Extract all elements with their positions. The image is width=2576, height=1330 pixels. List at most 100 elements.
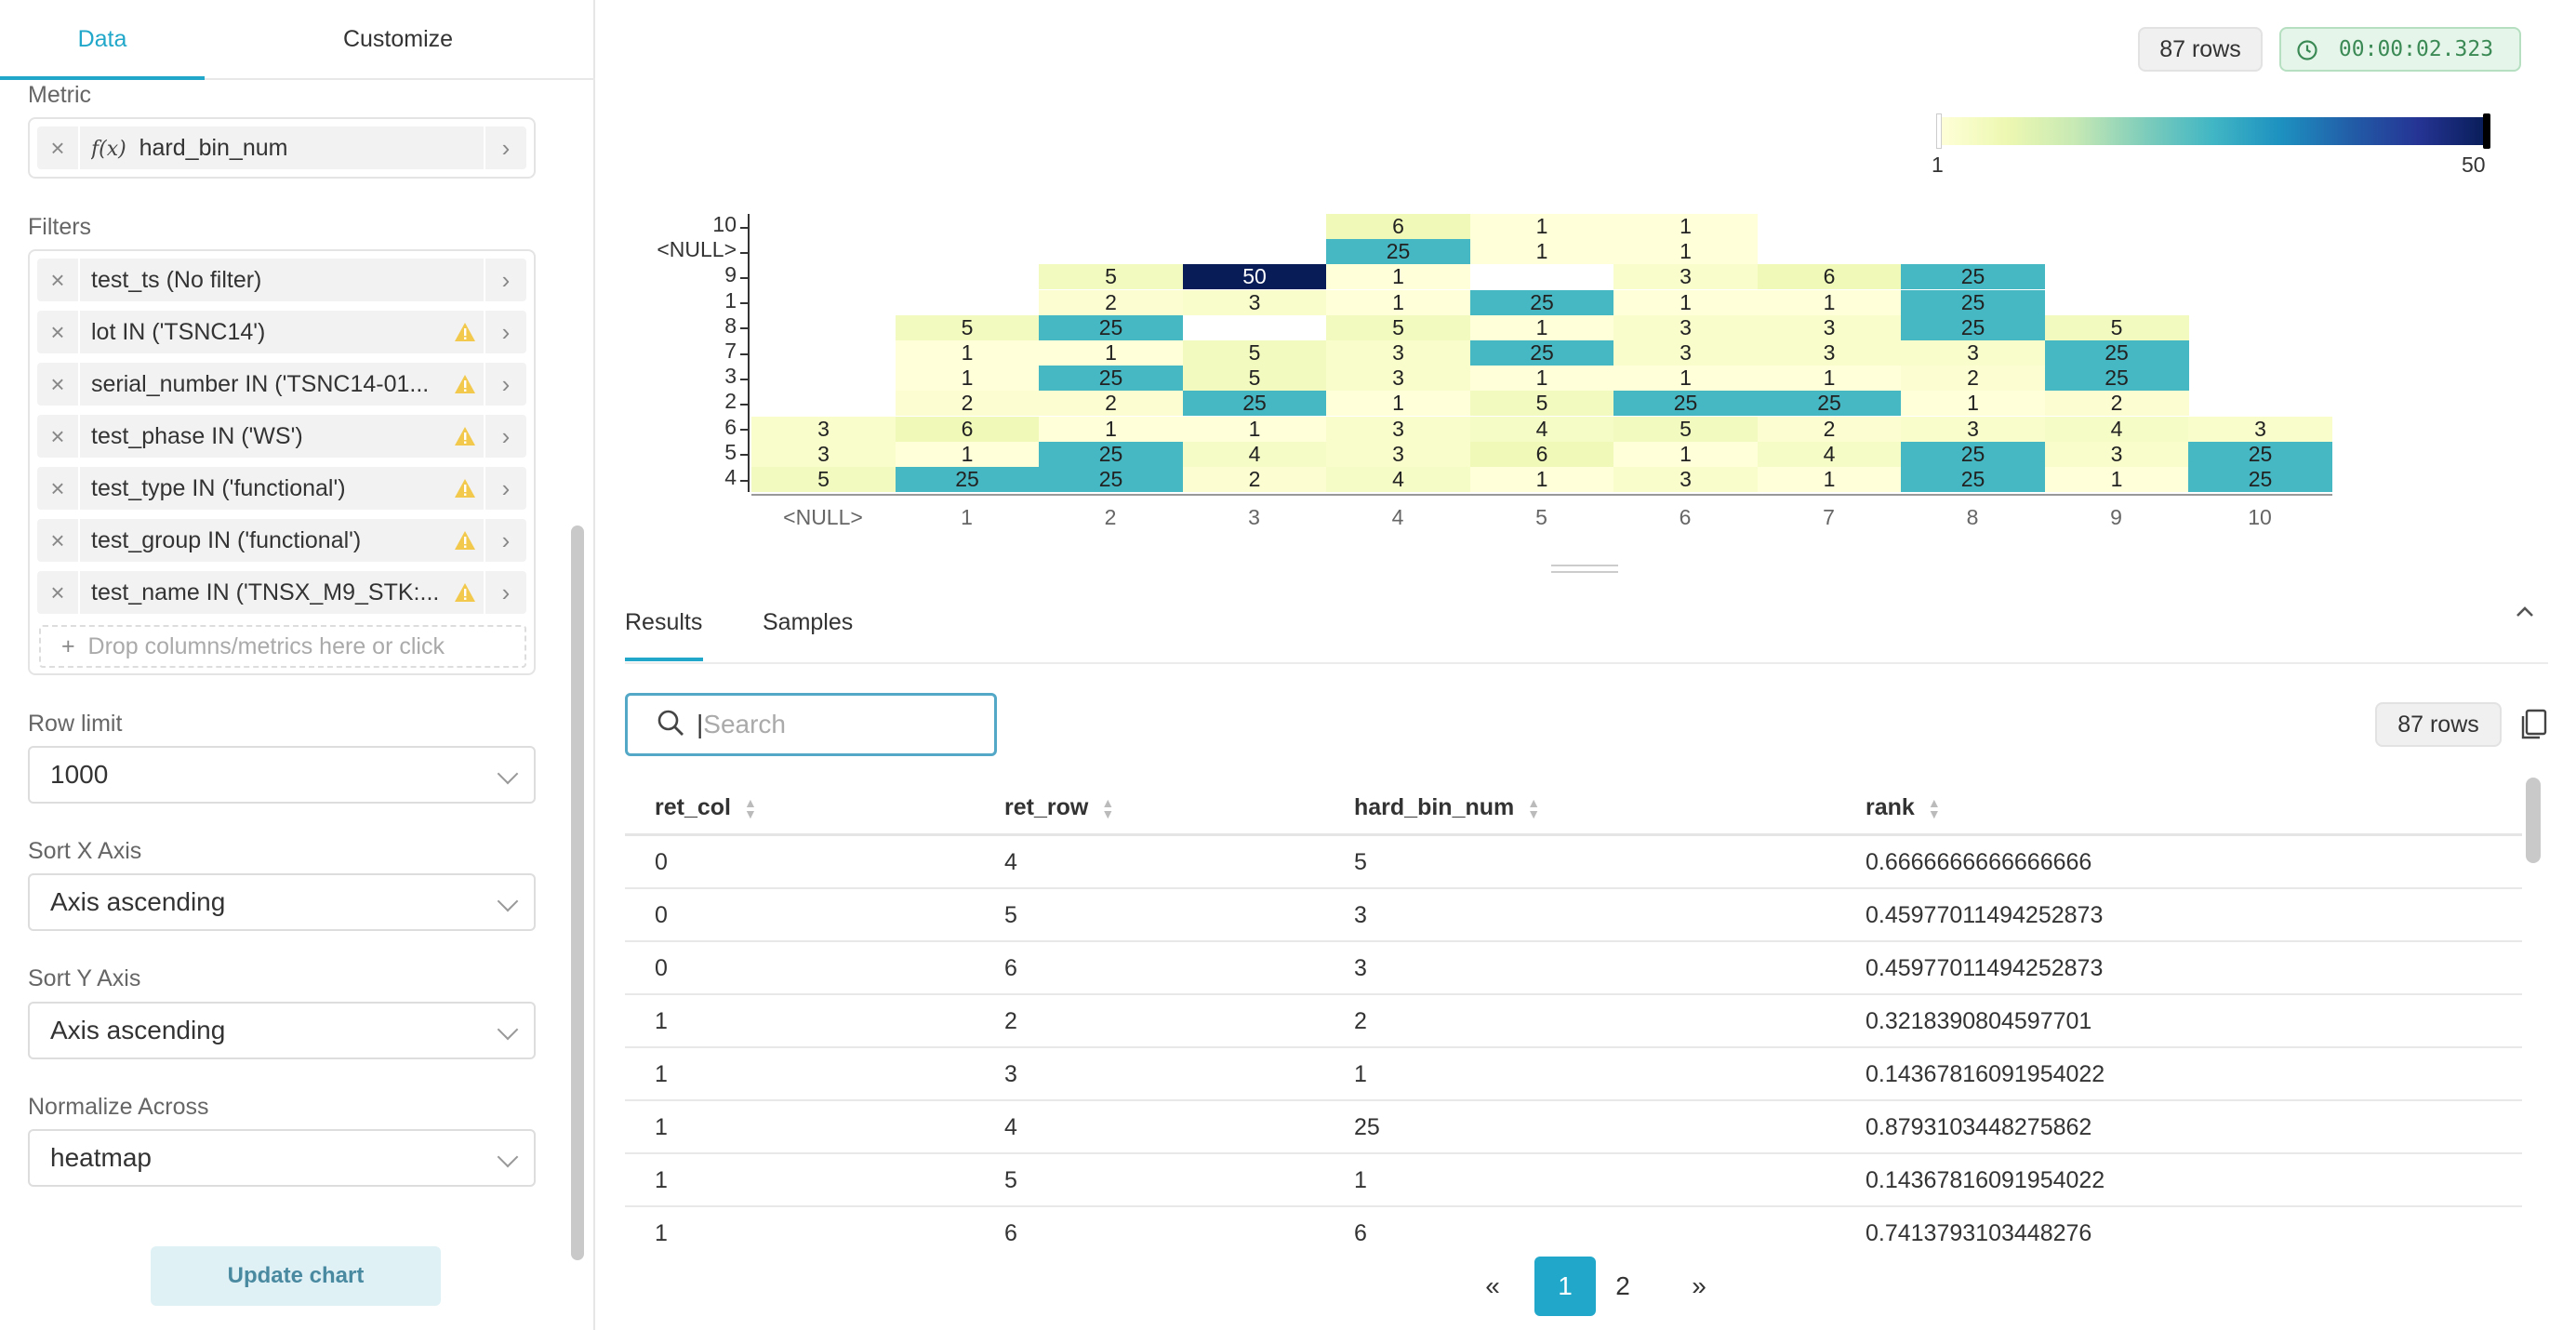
heatmap-cell[interactable]: 1 [1182, 416, 1327, 442]
chevron-right-icon[interactable]: › [484, 126, 526, 169]
normalize-select[interactable]: heatmap [28, 1129, 536, 1187]
column-header[interactable]: hard_bin_num ▲ ▼ [1354, 781, 1540, 833]
heatmap-cell[interactable]: 25 [1901, 264, 2045, 290]
sort-y-select[interactable]: Axis ascending [28, 1002, 536, 1059]
heatmap-cell[interactable]: 3 [1613, 314, 1758, 340]
chevron-right-icon[interactable]: › [484, 311, 526, 353]
heatmap-cell[interactable]: 25 [895, 467, 1040, 492]
pagination-next[interactable]: » [1692, 1271, 1706, 1300]
heatmap-cell[interactable]: 5 [1182, 366, 1327, 392]
table-row[interactable]: 0 5 3 0.45977011494252873 [625, 889, 2522, 942]
heatmap-cell[interactable]: 3 [1326, 366, 1470, 392]
heatmap-cell[interactable]: 4 [1469, 416, 1614, 442]
drop-zone[interactable]: + Drop columns/metrics here or click [39, 625, 526, 668]
heatmap-cell[interactable]: 1 [1613, 239, 1758, 265]
heatmap-cell[interactable]: 1 [895, 366, 1040, 392]
filter-pill[interactable]: × test_name IN ('TNSX_M9_STK:... › [37, 571, 526, 614]
heatmap-cell[interactable]: 1 [1613, 366, 1758, 392]
heatmap-cell[interactable]: 25 [1039, 467, 1183, 492]
heatmap-cell[interactable]: 6 [895, 416, 1040, 442]
heatmap-cell[interactable]: 25 [2044, 366, 2189, 392]
heatmap-cell[interactable]: 25 [1039, 314, 1183, 340]
heatmap-cell[interactable]: 25 [1039, 441, 1183, 467]
table-scrollbar[interactable] [2526, 778, 2541, 863]
heatmap-cell[interactable]: 3 [1757, 314, 1902, 340]
table-row[interactable]: 1 4 25 0.8793103448275862 [625, 1101, 2522, 1154]
remove-filter-icon[interactable]: × [37, 311, 80, 353]
heatmap-cell[interactable]: 25 [1469, 340, 1614, 366]
heatmap-cell[interactable]: 1 [1757, 467, 1902, 492]
heatmap-cell[interactable]: 2 [1182, 467, 1327, 492]
heatmap-cell[interactable]: 3 [1326, 441, 1470, 467]
heatmap-cell[interactable]: 6 [1469, 441, 1614, 467]
sort-icon[interactable]: ▲ ▼ [1527, 795, 1541, 822]
heatmap-cell[interactable]: 3 [1613, 264, 1758, 290]
heatmap-cell[interactable]: 1 [1039, 340, 1183, 366]
heatmap-cell[interactable]: 3 [1757, 340, 1902, 366]
heatmap-cell[interactable]: 25 [1326, 239, 1470, 265]
heatmap-cell[interactable]: 2 [2044, 391, 2189, 417]
heatmap-cell[interactable]: 6 [1326, 214, 1470, 239]
resize-handle[interactable] [1551, 565, 1618, 573]
heatmap-cell[interactable]: 1 [1469, 467, 1614, 492]
remove-filter-icon[interactable]: × [37, 467, 80, 510]
tab-data[interactable]: Data [0, 0, 205, 80]
tab-customize[interactable]: Customize [342, 26, 454, 52]
heatmap-cell[interactable]: 3 [1326, 416, 1470, 442]
table-row[interactable]: 0 4 5 0.6666666666666666 [625, 836, 2522, 889]
heatmap-cell[interactable]: 25 [1901, 467, 2045, 492]
heatmap-cell[interactable]: 5 [1039, 264, 1183, 290]
tab-results[interactable]: Results [625, 609, 703, 661]
chevron-right-icon[interactable]: › [484, 519, 526, 562]
heatmap-cell[interactable]: 25 [1182, 391, 1327, 417]
table-row[interactable]: 1 2 2 0.3218390804597701 [625, 995, 2522, 1048]
sort-icon[interactable]: ▲ ▼ [743, 795, 757, 822]
chevron-right-icon[interactable]: › [484, 415, 526, 458]
remove-metric-icon[interactable]: × [37, 126, 80, 169]
table-row[interactable]: 0 6 3 0.45977011494252873 [625, 942, 2522, 995]
legend-min-handle[interactable] [1936, 113, 1942, 149]
heatmap-cell[interactable]: 6 [1757, 264, 1902, 290]
heatmap-cell[interactable]: 5 [751, 467, 896, 492]
chevron-right-icon[interactable]: › [484, 363, 526, 406]
heatmap-cell[interactable]: 5 [1326, 314, 1470, 340]
column-header[interactable]: ret_col ▲ ▼ [655, 781, 757, 833]
filter-pill[interactable]: × test_group IN ('functional') › [37, 519, 526, 562]
heatmap-cell[interactable]: 1 [2044, 467, 2189, 492]
heatmap-cell[interactable]: 1 [1326, 289, 1470, 315]
heatmap-cell[interactable]: 1 [1039, 416, 1183, 442]
chevron-right-icon[interactable]: › [484, 259, 526, 301]
heatmap-cell[interactable]: 5 [1613, 416, 1758, 442]
heatmap-cell[interactable]: 1 [1613, 214, 1758, 239]
sort-icon[interactable]: ▲ ▼ [1927, 795, 1941, 822]
heatmap-cell[interactable]: 1 [1757, 289, 1902, 315]
remove-filter-icon[interactable]: × [37, 363, 80, 406]
heatmap-cell[interactable]: 2 [1039, 391, 1183, 417]
table-row[interactable]: 1 3 1 0.14367816091954022 [625, 1048, 2522, 1101]
heatmap-cell[interactable]: 4 [1757, 441, 1902, 467]
heatmap-cell[interactable]: 2 [1039, 289, 1183, 315]
heatmap-cell[interactable]: 1 [1469, 239, 1614, 265]
heatmap-cell[interactable]: 25 [1901, 289, 2045, 315]
heatmap-cell[interactable]: 3 [1326, 340, 1470, 366]
heatmap-cell[interactable]: 50 [1182, 264, 1327, 290]
panel-scrollbar[interactable] [571, 525, 584, 1260]
heatmap-cell[interactable]: 4 [2044, 416, 2189, 442]
heatmap-cell[interactable]: 4 [1182, 441, 1327, 467]
sort-x-select[interactable]: Axis ascending [28, 873, 536, 931]
sort-icon[interactable]: ▲ ▼ [1101, 795, 1115, 822]
heatmap-cell[interactable]: 25 [2044, 340, 2189, 366]
filter-pill[interactable]: × lot IN ('TSNC14') › [37, 311, 526, 353]
heatmap-cell[interactable]: 3 [1901, 340, 2045, 366]
heatmap-cell[interactable]: 5 [1182, 340, 1327, 366]
table-row[interactable]: 1 6 6 0.7413793103448276 [625, 1207, 2522, 1242]
heatmap-cell[interactable]: 2 [895, 391, 1040, 417]
remove-filter-icon[interactable]: × [37, 415, 80, 458]
search-input[interactable]: |Search [625, 693, 997, 756]
heatmap-cell[interactable]: 25 [1469, 289, 1614, 315]
heatmap-cell[interactable]: 1 [895, 441, 1040, 467]
heatmap-cell[interactable]: 1 [895, 340, 1040, 366]
heatmap-cell[interactable]: 1 [1326, 264, 1470, 290]
heatmap-cell[interactable]: 1 [1326, 391, 1470, 417]
chevron-right-icon[interactable]: › [484, 571, 526, 614]
